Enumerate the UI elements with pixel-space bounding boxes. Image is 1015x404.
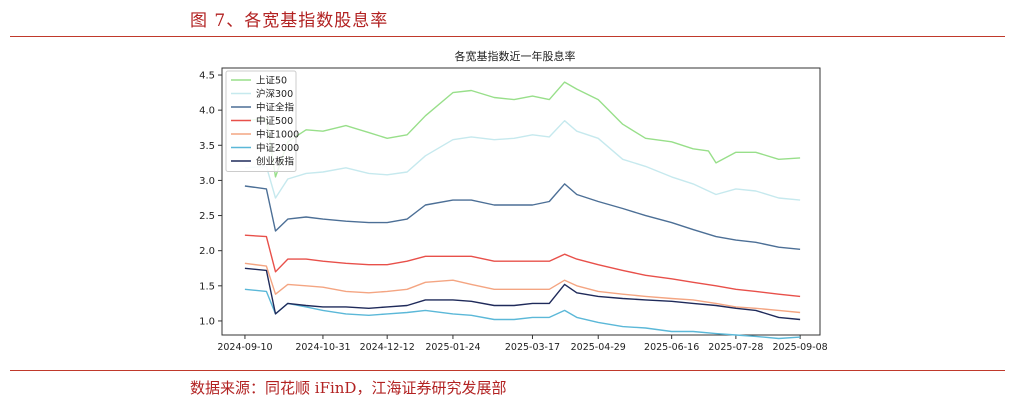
dividend-yield-chart: 各宽基指数近一年股息率 1.0 1.5 2.0 2.5 3.0 3.5 4.0 4.5 202…: [199, 49, 828, 353]
series-line-4: [244, 262, 801, 314]
top-divider: [10, 36, 1005, 37]
series-line-3: [244, 234, 801, 298]
legend-label-6: 创业板指: [256, 156, 295, 168]
series-line-0: [244, 81, 801, 178]
figure-title: 图 7、各宽基指数股息率: [190, 11, 389, 31]
x-tick-label: 2025-04-29: [571, 342, 626, 353]
x-tick-label: 2024-12-12: [360, 342, 415, 353]
legend-label-3: 中证500: [256, 115, 293, 127]
x-tick-label: 2025-01-24: [425, 342, 480, 353]
x-tick-label: 2025-07-28: [708, 342, 763, 353]
x-axis: 2024-09-10 2024-10-31 2024-12-12 2025-01-24…: [217, 335, 828, 353]
series-line-1: [244, 119, 801, 201]
y-tick-label: 2.0: [199, 246, 215, 257]
plot-area: [221, 67, 821, 336]
y-tick-label: 3.0: [199, 176, 215, 187]
x-tick-label: 2024-10-31: [295, 342, 350, 353]
legend-box: [225, 70, 297, 172]
legend-label-1: 沪深300: [256, 88, 293, 100]
legend-label-4: 中证1000: [256, 129, 299, 141]
x-tick-label: 2025-03-17: [505, 342, 560, 353]
y-tick-label: 1.0: [199, 316, 215, 327]
series-line-2: [244, 183, 801, 250]
legend-label-0: 上证50: [256, 76, 287, 87]
x-tick-label: 2025-06-16: [644, 342, 699, 353]
series-layer: [244, 81, 801, 340]
y-axis: 1.0 1.5 2.0 2.5 3.0 3.5 4.0 4.5: [199, 71, 222, 327]
legend-label-5: 中证2000: [256, 142, 299, 154]
x-tick-label: 2024-09-10: [217, 342, 272, 353]
x-tick-label: 2025-09-08: [773, 342, 828, 353]
source-note: 数据来源：同花顺 iFinD，江海证券研究发展部: [190, 379, 507, 397]
y-tick-label: 2.5: [199, 211, 215, 222]
series-line-6: [244, 267, 801, 321]
legend-label-2: 中证全指: [256, 102, 295, 114]
y-tick-label: 4.5: [199, 71, 215, 82]
bottom-divider: [10, 370, 1005, 371]
y-tick-label: 1.5: [199, 281, 215, 292]
y-tick-label: 3.5: [199, 141, 215, 152]
chart-title: 各宽基指数近一年股息率: [455, 49, 576, 63]
series-line-5: [244, 288, 801, 340]
y-tick-label: 4.0: [199, 106, 215, 117]
